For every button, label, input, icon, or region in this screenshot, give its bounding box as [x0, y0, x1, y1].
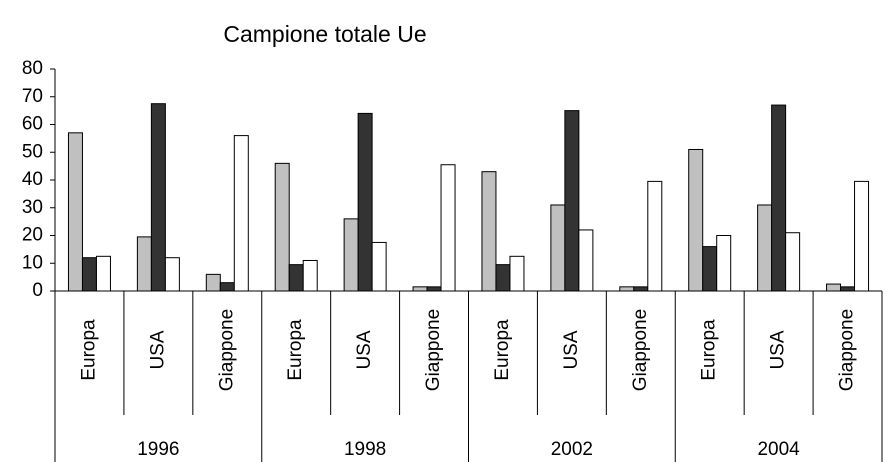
- bar: [688, 148, 704, 292]
- group-label: 1996: [137, 439, 179, 460]
- bar: [233, 135, 249, 292]
- x-tick-label: Europa: [78, 319, 99, 381]
- bar: [757, 204, 773, 292]
- bar: [564, 110, 580, 292]
- group-label: 2002: [551, 439, 593, 460]
- bar: [412, 286, 428, 292]
- bar: [274, 162, 290, 292]
- bar: [495, 264, 511, 292]
- bar: [288, 264, 304, 292]
- bar: [343, 218, 359, 292]
- x-tick-label: USA: [768, 330, 789, 369]
- bar: [136, 236, 152, 292]
- x-tick-label: Giappone: [423, 309, 444, 391]
- bar: [440, 164, 456, 292]
- y-tick-label: 60: [22, 114, 43, 135]
- bar: [219, 282, 235, 292]
- x-tick-label: Giappone: [216, 309, 237, 391]
- bar: [81, 257, 97, 292]
- y-tick-label: 10: [22, 252, 43, 273]
- bar: [302, 259, 318, 292]
- y-tick-label: 20: [22, 225, 43, 246]
- bar: [716, 235, 732, 292]
- group-label: 1998: [344, 439, 386, 460]
- y-tick-label: 30: [22, 197, 43, 218]
- bar: [95, 255, 111, 292]
- bar: [164, 257, 180, 292]
- x-tick-label: Europa: [285, 319, 306, 381]
- bar: [371, 241, 387, 292]
- bar: [67, 132, 83, 292]
- bar: [633, 286, 649, 292]
- bar: [578, 229, 594, 292]
- x-tick-label: Europa: [492, 319, 513, 381]
- bar: [150, 103, 166, 292]
- bar: [205, 273, 221, 292]
- x-tick-label: Giappone: [630, 309, 651, 391]
- bar: [785, 232, 801, 292]
- bar: [840, 286, 856, 292]
- y-tick-label: 50: [22, 141, 43, 162]
- x-tick-label: USA: [354, 330, 375, 369]
- x-tick-label: USA: [561, 330, 582, 369]
- y-tick-label: 0: [32, 280, 43, 301]
- x-tick-label: Europa: [699, 319, 720, 381]
- bar: [702, 246, 718, 292]
- bar: [509, 255, 525, 292]
- bar: [854, 180, 870, 292]
- bar: [647, 180, 663, 292]
- group-label: 2004: [757, 439, 800, 460]
- bar: [357, 112, 373, 292]
- bar: [619, 286, 635, 292]
- y-tick-label: 70: [22, 86, 43, 107]
- x-tick-label: USA: [147, 330, 168, 369]
- bar: [771, 104, 787, 292]
- bar: [550, 204, 566, 292]
- y-tick-label: 40: [22, 169, 43, 190]
- chart-title: Campione totale Ue: [223, 21, 426, 47]
- x-tick-label: Giappone: [837, 309, 858, 391]
- bar: [826, 283, 842, 292]
- bar: [426, 286, 442, 292]
- y-tick-label: 80: [22, 58, 43, 79]
- bar: [481, 171, 497, 292]
